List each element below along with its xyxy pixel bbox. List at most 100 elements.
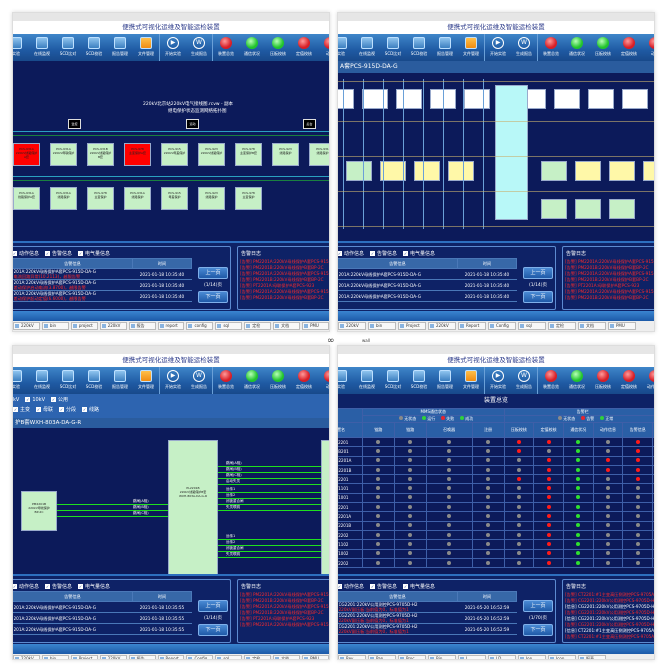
filter-checkbox-1[interactable]: ✓ 告警信息 [370,250,397,257]
taskbar-item[interactable]: Config [488,322,516,330]
type-filter-3[interactable]: ✓ 线路 [82,406,99,413]
toolbar-button-word[interactable]: W 生成报告 [186,34,212,61]
toolbar-button-5[interactable]: 文件管理 [458,34,484,61]
status-lamp-1[interactable]: 通信状况 [239,367,265,394]
filter-checkbox-2[interactable]: ✓ 电气量信息 [403,583,435,590]
toolbar-button-5[interactable]: 文件管理 [133,367,159,394]
taskbar-item[interactable]: Icon [548,655,576,659]
device-row[interactable]: AB2201A [338,455,654,466]
taskbar-item[interactable]: 220kV [99,655,127,659]
device-box[interactable]: PCS-923 线路保护 [198,187,225,210]
status-lamp-0[interactable]: 装置总览 [213,34,239,61]
voltage-filter-1[interactable]: ✓ 10kV [25,397,45,403]
taskbar-item[interactable]: sql [215,655,243,659]
status-lamp-3[interactable]: 定值校核 [616,34,642,61]
voltage-filter-2[interactable]: ✓ 公用 [51,396,68,403]
device-row[interactable]: B5B201 [338,446,654,457]
filter-checkbox-1[interactable]: ✓ 告警信息 [370,583,397,590]
type-filter-2[interactable]: ✓ 分段 [59,406,76,413]
taskbar-item[interactable]: Report [157,655,185,659]
status-lamp-1[interactable]: 通信状况 [564,367,590,394]
device-row[interactable]: BT2201B [338,520,654,531]
toolbar-button-word[interactable]: W 生成报告 [186,367,212,394]
taskbar-item[interactable]: PMU [608,322,636,330]
device-row[interactable]: CT1001 [338,492,654,504]
toolbar-button-5[interactable]: 文件管理 [133,34,159,61]
status-lamp-2[interactable]: 压板校核 [265,34,291,61]
type-filter-0[interactable]: ✓ 主变 [13,406,30,413]
taskbar-item[interactable]: 220kV [338,322,366,330]
toolbar-button-play[interactable]: ▶ 开始实验 [485,367,511,394]
next-page-button[interactable]: 下一页 [523,291,553,303]
toolbar-button-4[interactable]: 报告管理 [107,367,133,394]
taskbar-item[interactable]: Bin [428,655,456,659]
toolbar-button-4[interactable]: 报告管理 [432,367,458,394]
device-box[interactable] [346,161,372,181]
taskbar-item[interactable]: 文档 [273,322,301,330]
next-page-button[interactable]: 下一页 [523,624,553,636]
toolbar-button-2[interactable]: SCD比对 [55,34,81,61]
device-row[interactable]: BT2201 [338,502,654,513]
toolbar-button-play[interactable]: ▶ 开始实验 [160,34,186,61]
taskbar-item[interactable]: PMU [302,322,329,330]
toolbar-button-0[interactable]: 实验 [13,34,29,61]
alert-row[interactable]: CG2201:220kV公用测控PCS-9705D-H2 220kV副压板:当前值… [338,623,517,635]
toolbar-button-3[interactable]: SCD校验 [406,367,432,394]
status-lamp-4[interactable]: 动作 [642,34,654,61]
taskbar-item[interactable]: Project [70,655,98,659]
toolbar-button-0[interactable]: 实验 [13,367,29,394]
status-lamp-2[interactable]: 压板校核 [590,34,616,61]
taskbar-item[interactable]: project [70,322,98,330]
device-box[interactable] [541,199,567,219]
device-row[interactable]: BT2202 [338,557,654,569]
status-lamp-1[interactable]: 通信状况 [239,34,265,61]
status-lamp-2[interactable]: 压板校核 [265,367,291,394]
type-filter-1[interactable]: ✓ 母联 [36,406,53,413]
toolbar-button-4[interactable]: 报告管理 [432,34,458,61]
status-lamp-0[interactable]: 装置总览 [538,367,564,394]
taskbar-item[interactable]: Project [398,322,426,330]
device-row[interactable]: CT1002 [338,548,654,559]
taskbar-item[interactable]: 220kV [13,322,40,330]
device-box[interactable]: PCS-931A 线路保护A套 [13,187,40,210]
filter-checkbox-0[interactable]: ✓ 动作信息 [338,583,364,590]
taskbar-item[interactable]: Iop [518,655,546,659]
alert-row[interactable]: CG2201:220kV公用测控PCS-9705D-H2 220kV副压板:当前值… [338,612,517,624]
alert-row[interactable]: 201A:220kV母线保护A套PCS-915D-DA-G 电流回路异常(10.2… [13,268,192,280]
device-box[interactable] [609,199,635,219]
device-box[interactable] [643,161,654,181]
device-box[interactable] [609,161,635,181]
taskbar-item[interactable]: 定检 [244,322,272,330]
alert-row[interactable]: 201A:220kV母线保护A套PCS-915D-DA-G 2021-01-18 … [338,268,517,280]
alert-row[interactable]: 201A:220kV母线保护A套PCS-915D-DA-G 2021-01-18 … [13,601,192,613]
device-box-fault[interactable]: PCS-931A 220kV线路保护A套 [13,143,40,166]
device-box[interactable]: PCS-931A 线路保护 [124,187,151,210]
device-row[interactable]: AB2201B [338,464,654,476]
status-lamp-0[interactable]: 装置总览 [538,34,564,61]
taskbar-item[interactable]: sql [518,322,546,330]
filter-checkbox-0[interactable]: ✓ 动作信息 [13,250,39,257]
taskbar-item[interactable]: 报告 [128,655,156,659]
filter-checkbox-2[interactable]: ✓ 电气量信息 [78,250,110,257]
device-box[interactable]: PCS-923 220kV线路保护 [198,143,225,166]
status-lamp-3[interactable]: 定值校核 [291,367,317,394]
taskbar-item[interactable]: bin [41,322,69,330]
toolbar-button-play[interactable]: ▶ 开始实验 [485,34,511,61]
status-lamp-1[interactable]: 通信状况 [564,34,590,61]
status-lamp-4[interactable]: 动作 [317,367,329,394]
toolbar-button-3[interactable]: SCD校验 [81,367,107,394]
taskbar-item[interactable]: 文档 [273,655,301,659]
taskbar-item[interactable]: 文档 [578,322,606,330]
device-box[interactable]: PCS-915 220kV母差保护 [161,143,188,166]
status-lamp-3[interactable]: 定值校核 [616,367,642,394]
taskbar-item[interactable]: config [186,322,214,330]
alert-row[interactable]: 201A:220kV母线保护A套PCS-915D-DA-G 差动保护启动电流(3.… [13,279,192,291]
toolbar-button-3[interactable]: SCD校验 [81,34,107,61]
toolbar-button-3[interactable]: SCD校验 [406,34,432,61]
alert-row[interactable]: 201A:220kV母线保护A套PCS-915D-DA-G 差动保护起动定值(6.… [13,290,192,302]
filter-checkbox-2[interactable]: ✓ 电气量信息 [403,250,435,257]
status-lamp-0[interactable]: 装置总览 [213,367,239,394]
next-page-button[interactable]: 下一页 [198,291,228,303]
filter-checkbox-0[interactable]: ✓ 动作信息 [338,250,364,257]
device-box[interactable] [338,89,354,109]
